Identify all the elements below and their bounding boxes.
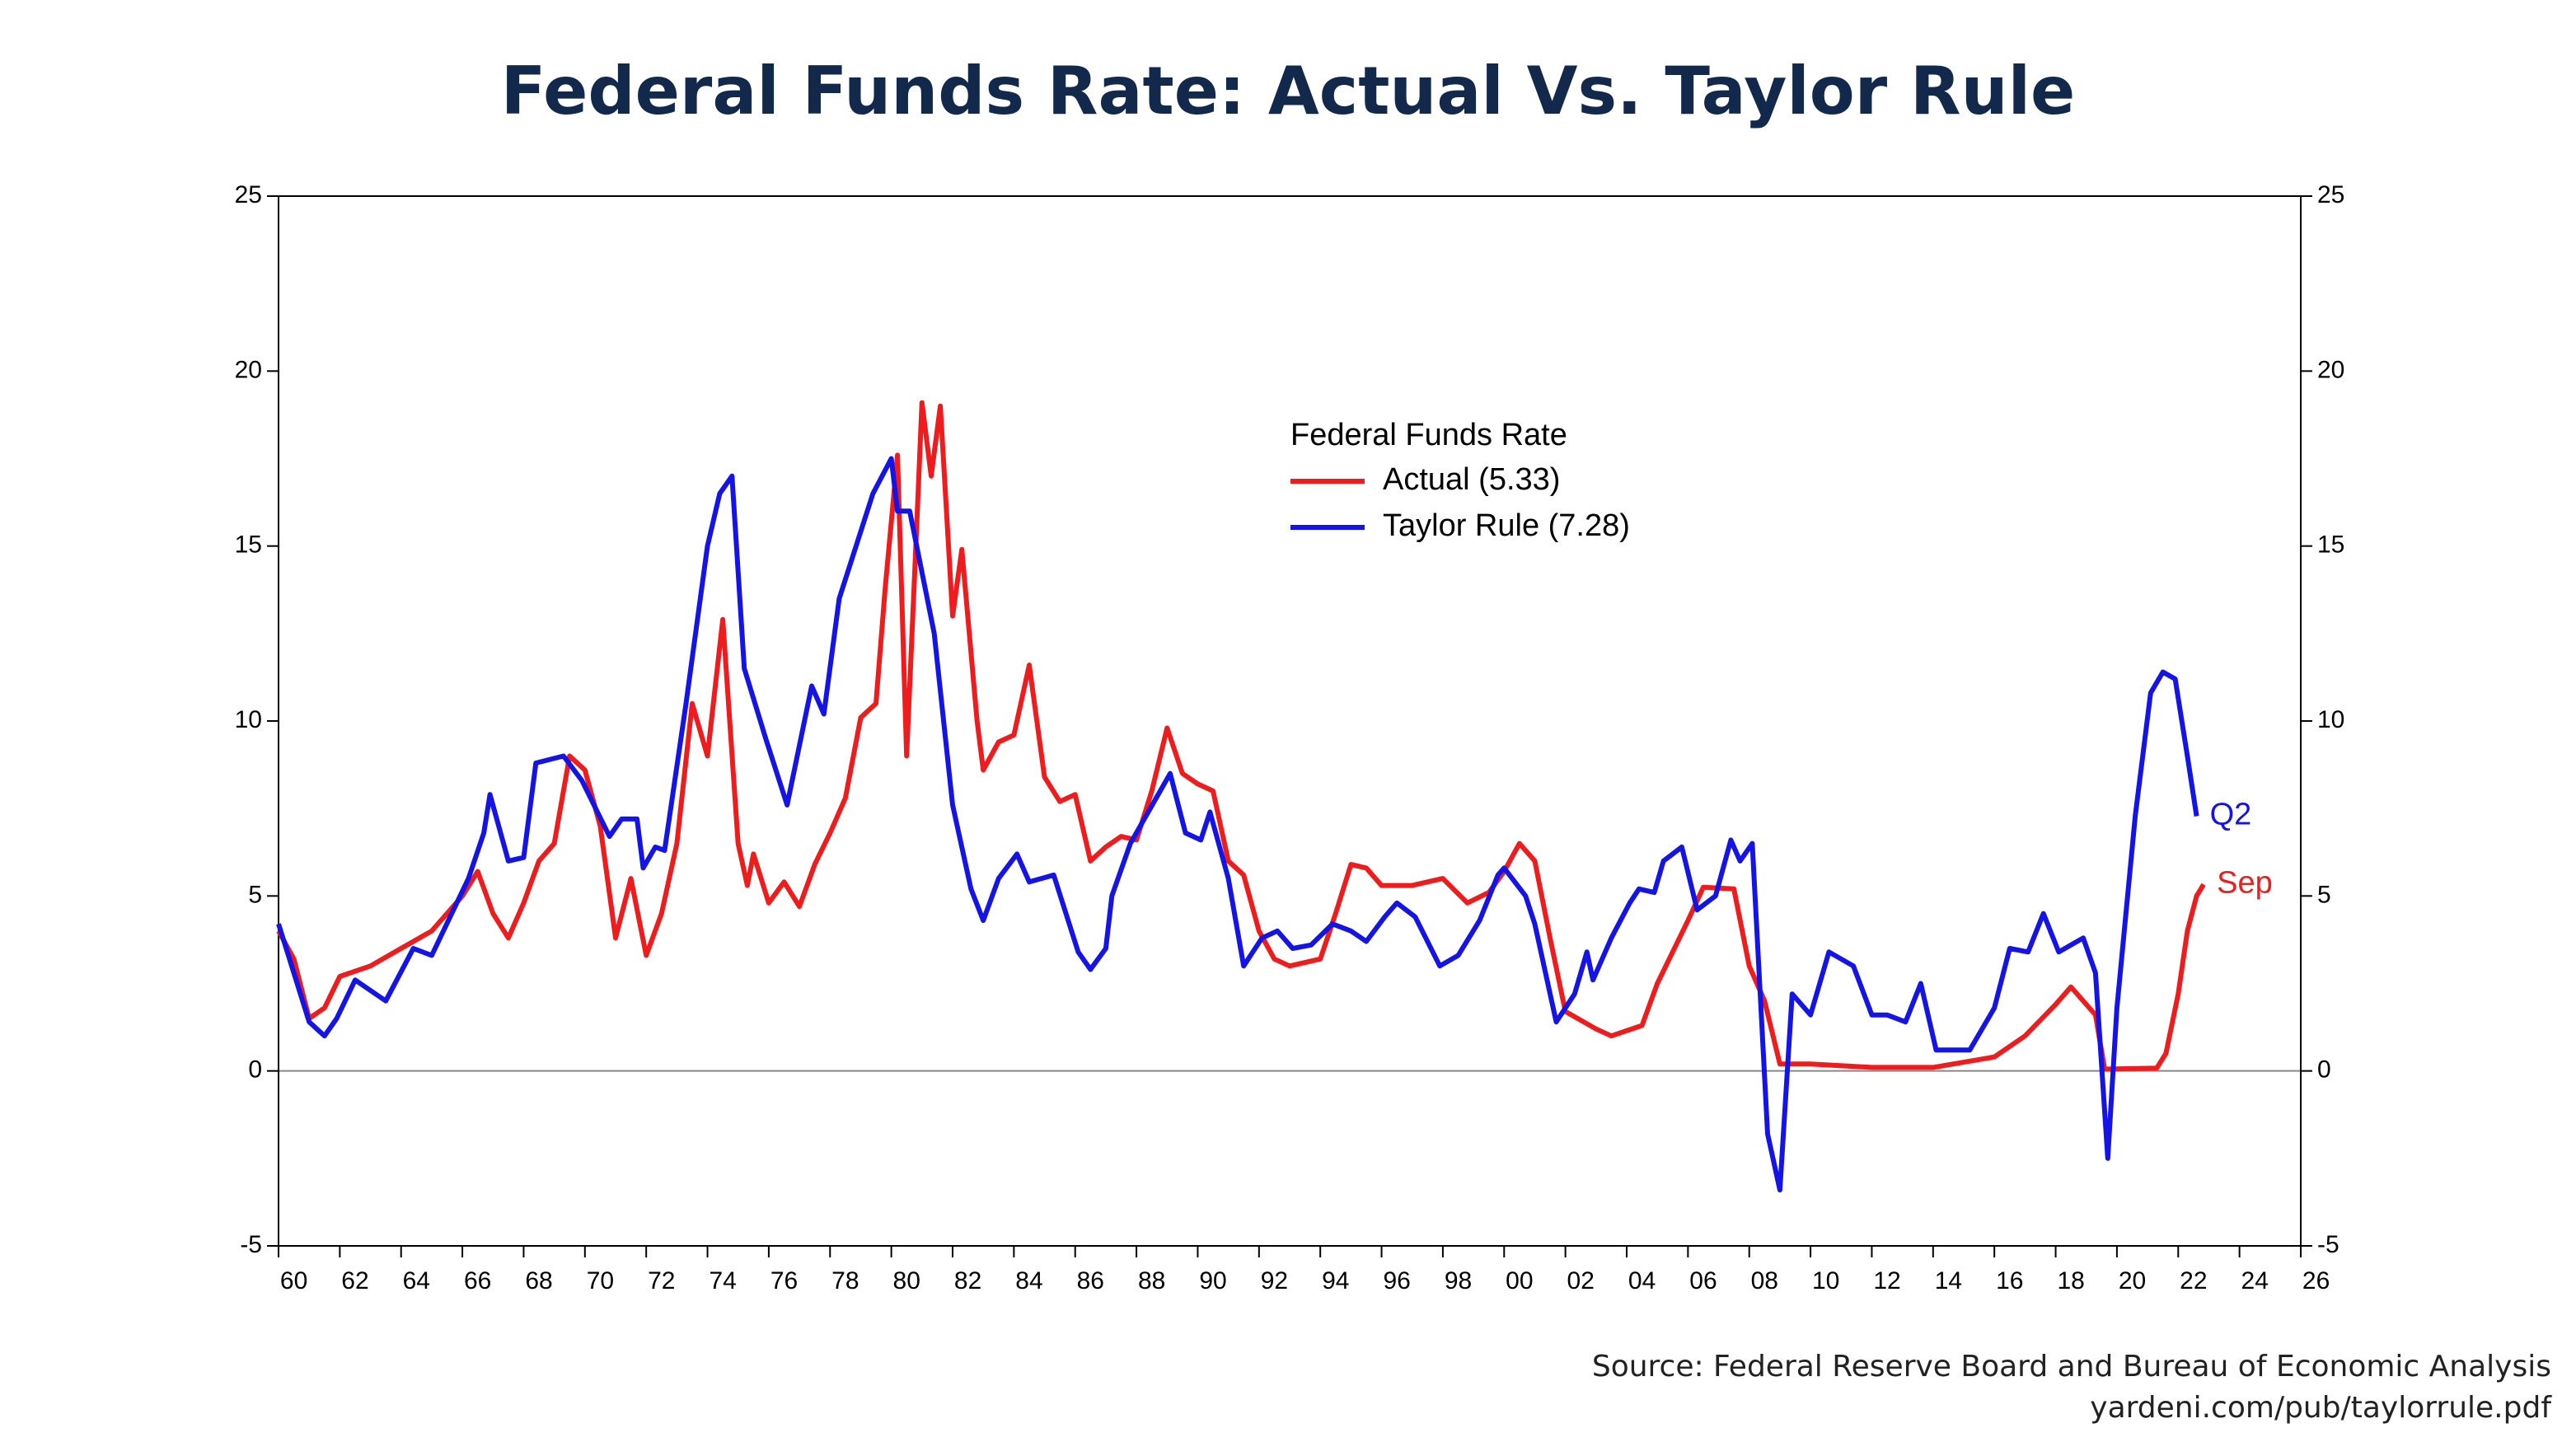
x-tick-label: 80: [893, 1267, 920, 1295]
x-tick-label: 10: [1812, 1267, 1839, 1295]
y-tick-label: 15: [235, 531, 262, 559]
x-tick-label: 72: [648, 1267, 675, 1295]
x-tick-label: 70: [587, 1267, 614, 1295]
x-tick-label: 26: [2302, 1267, 2330, 1295]
x-tick-label: 76: [770, 1267, 798, 1295]
y2-tick-label: 20: [2317, 356, 2344, 383]
x-tick-label: 68: [525, 1267, 552, 1295]
x-tick-label: 86: [1077, 1267, 1104, 1295]
chart-title: Federal Funds Rate: Actual Vs. Taylor Ru…: [501, 53, 2076, 129]
series-line: [276, 400, 2206, 1072]
x-tick-label: 62: [341, 1267, 368, 1295]
y2-tick-label: 10: [2317, 706, 2344, 733]
y-tick-label: -5: [240, 1231, 262, 1258]
x-tick-label: 82: [954, 1267, 981, 1295]
x-tick-label: 66: [464, 1267, 491, 1295]
x-tick-label: 24: [2241, 1267, 2269, 1295]
y2-tick-label: -5: [2317, 1231, 2339, 1258]
y-tick-label: 10: [235, 706, 262, 733]
x-tick-label: 98: [1445, 1267, 1472, 1295]
x-tick-label: 74: [709, 1267, 736, 1295]
y-tick-label: 20: [235, 356, 262, 383]
series-line: [276, 456, 2199, 1193]
x-tick-label: 84: [1015, 1267, 1042, 1295]
x-tick-label: 08: [1751, 1267, 1778, 1295]
x-tick-label: 96: [1383, 1267, 1410, 1295]
x-tick-label: 18: [2057, 1267, 2084, 1295]
x-tick-label: 94: [1322, 1267, 1349, 1295]
x-tick-label: 64: [403, 1267, 430, 1295]
y2-tick-label: 15: [2317, 531, 2344, 559]
x-tick-label: 88: [1138, 1267, 1165, 1295]
end-label: Sep: [2217, 865, 2273, 900]
y2-tick-label: 5: [2317, 881, 2331, 908]
x-tick-label: 16: [1996, 1267, 2023, 1295]
x-tick-label: 14: [1935, 1267, 1962, 1295]
x-tick-label: 04: [1628, 1267, 1656, 1295]
end-label: Q2: [2210, 798, 2252, 832]
y-tick-label: 5: [248, 881, 262, 908]
legend-label: Actual (5.33): [1383, 462, 1560, 497]
x-tick-label: 22: [2180, 1267, 2207, 1295]
x-tick-label: 12: [1873, 1267, 1900, 1295]
legend-label: Taylor Rule (7.28): [1383, 508, 1630, 543]
y-tick-label: 25: [235, 181, 262, 208]
legend-title: Federal Funds Rate: [1290, 418, 1567, 452]
x-tick-label: 60: [280, 1267, 307, 1295]
plot-frame: [278, 195, 2302, 1247]
x-tick-label: 78: [831, 1267, 859, 1295]
source-url: yardeni.com/pub/taylorrule.pdf: [2090, 1391, 2552, 1425]
x-tick-label: 02: [1567, 1267, 1595, 1295]
y2-tick-label: 0: [2317, 1056, 2331, 1084]
x-tick-label: 92: [1261, 1267, 1288, 1295]
x-tick-label: 00: [1506, 1267, 1533, 1295]
y2-tick-label: 25: [2317, 181, 2344, 208]
source: Source: Federal Reserve Board and Bureau…: [1592, 1350, 2551, 1383]
y-tick-label: 0: [248, 1056, 262, 1084]
x-tick-label: 20: [2119, 1267, 2146, 1295]
x-tick-label: 06: [1689, 1267, 1717, 1295]
x-tick-label: 90: [1199, 1267, 1226, 1295]
